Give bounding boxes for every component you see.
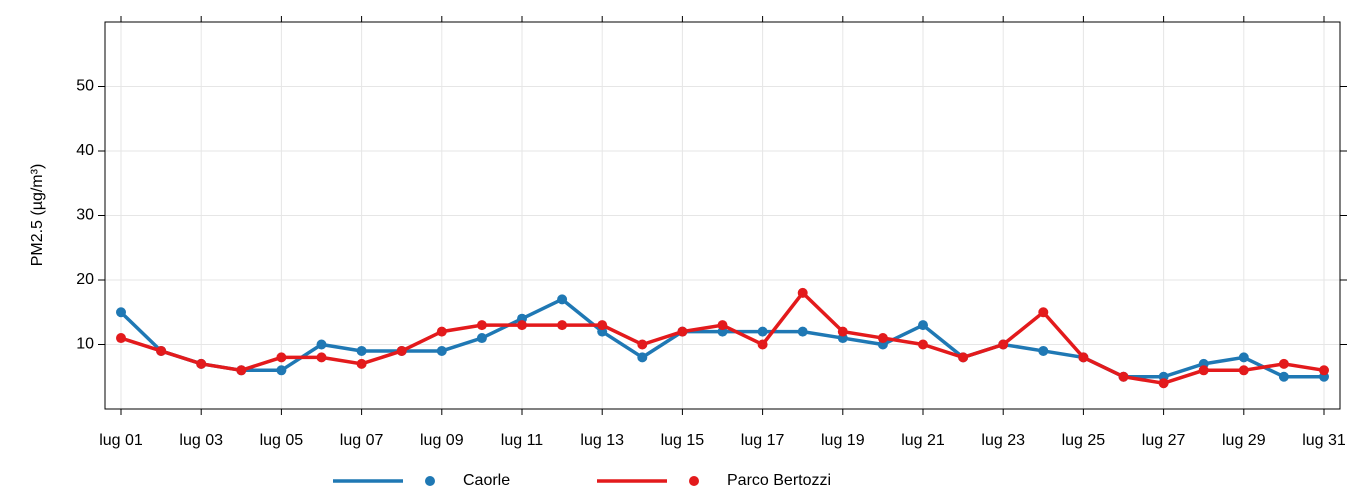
point — [196, 358, 207, 369]
x-tick-label: lug 25 — [1062, 432, 1106, 449]
y-tick-label: 40 — [76, 142, 94, 159]
point — [1238, 352, 1249, 363]
point — [1238, 365, 1249, 376]
x-tick-label: lug 01 — [99, 432, 143, 449]
x-tick-label: lug 23 — [981, 432, 1025, 449]
point — [316, 339, 327, 350]
point — [1198, 365, 1209, 376]
y-tick-label: 30 — [76, 207, 94, 224]
y-axis-label: PM2.5 (µg/m³) — [29, 164, 46, 267]
legend-marker — [689, 476, 699, 486]
x-tick-label: lug 21 — [901, 432, 945, 449]
point — [276, 352, 287, 363]
point — [918, 339, 928, 350]
point — [116, 307, 126, 318]
point — [236, 365, 247, 376]
point — [476, 333, 487, 344]
point — [1158, 378, 1169, 389]
plot-frame — [104, 21, 1341, 410]
point — [436, 345, 447, 356]
point — [717, 320, 728, 331]
x-tick-label: lug 19 — [821, 432, 865, 449]
point — [677, 326, 688, 337]
point — [156, 345, 167, 356]
legend-marker — [425, 476, 435, 486]
point — [276, 365, 287, 376]
x-tick-label: lug 15 — [661, 432, 705, 449]
series-line — [120, 290, 1325, 385]
x-tick-label: lug 05 — [260, 432, 304, 449]
point — [557, 320, 568, 331]
y-tick-label: 10 — [76, 336, 94, 353]
point — [517, 320, 527, 331]
legend-label: Caorle — [463, 472, 510, 489]
x-tick-label: lug 07 — [340, 432, 384, 449]
point — [797, 287, 808, 298]
point — [958, 352, 969, 363]
point — [557, 294, 568, 305]
point — [1078, 352, 1089, 363]
point — [1319, 365, 1329, 376]
point — [396, 345, 407, 356]
point — [1038, 345, 1049, 356]
point — [757, 339, 768, 350]
x-tick-label: lug 29 — [1222, 432, 1266, 449]
x-tick-label: lug 09 — [420, 432, 464, 449]
point — [597, 320, 608, 331]
point — [757, 326, 768, 337]
x-tick-label: lug 03 — [179, 432, 223, 449]
point — [1118, 371, 1129, 382]
point — [356, 345, 367, 356]
x-tick-label: lug 13 — [580, 432, 624, 449]
point — [637, 339, 648, 350]
y-tick-label: 50 — [76, 78, 94, 95]
x-tick-label: lug 17 — [741, 432, 785, 449]
point — [1278, 371, 1289, 382]
point — [316, 352, 327, 363]
point — [1038, 307, 1049, 318]
point — [837, 326, 848, 337]
series-line — [119, 297, 1324, 379]
point — [436, 326, 447, 337]
point — [116, 333, 126, 344]
point — [918, 320, 928, 331]
point — [356, 358, 367, 369]
point — [877, 333, 888, 344]
point — [476, 320, 487, 331]
point — [1278, 358, 1289, 369]
point — [998, 339, 1009, 350]
y-tick-label: 20 — [76, 271, 94, 288]
x-tick-label: lug 27 — [1142, 432, 1186, 449]
x-tick-label: lug 31 — [1302, 432, 1346, 449]
point — [637, 352, 648, 363]
x-tick-label: lug 11 — [501, 432, 544, 449]
legend-label: Parco Bertozzi — [727, 472, 831, 489]
point — [797, 326, 808, 337]
